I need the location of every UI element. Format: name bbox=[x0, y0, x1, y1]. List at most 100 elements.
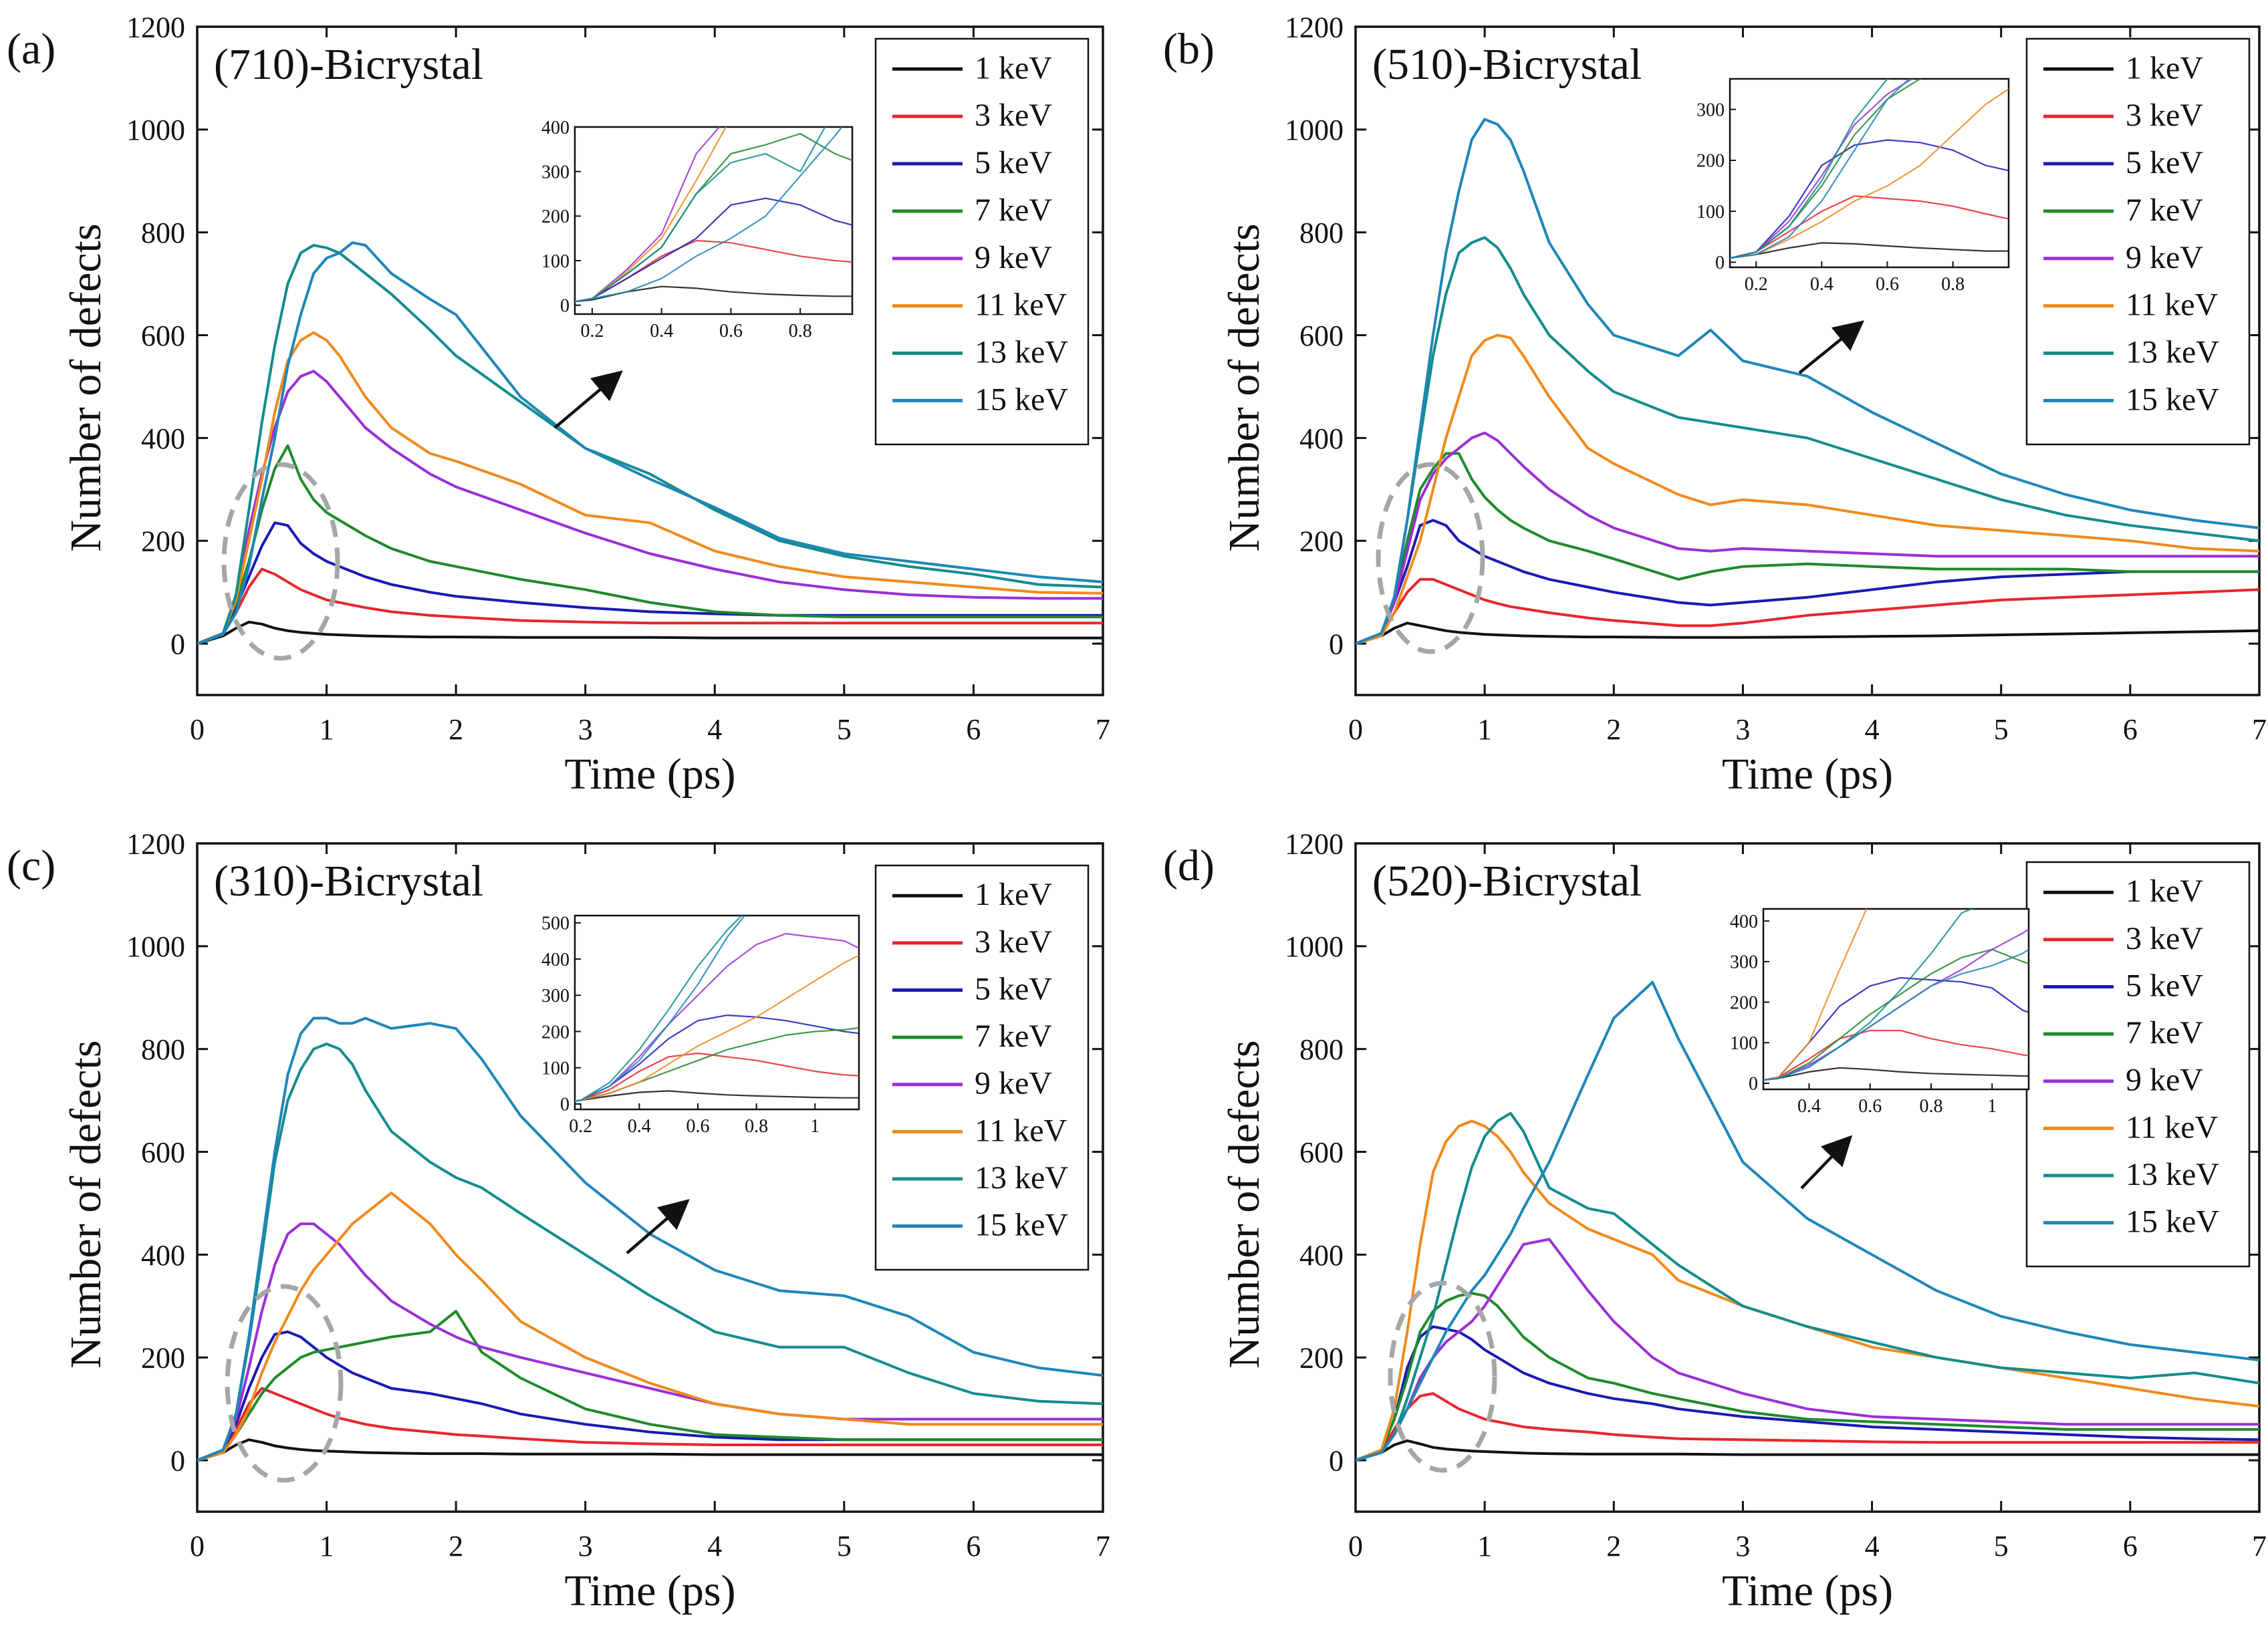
panel-d-inset-series-group bbox=[1763, 909, 2029, 1081]
panel-a-legend-box bbox=[874, 37, 1090, 446]
panel-a-legend-label: 15 keV bbox=[975, 382, 1068, 417]
panel-b-legend-label: 15 keV bbox=[2126, 382, 2219, 417]
panel-c-inset-y-tick-label: 300 bbox=[541, 986, 570, 1006]
panel-a-inset-y-tick-label: 400 bbox=[541, 118, 570, 138]
panel-b-inset-y-tick-label: 0 bbox=[1715, 253, 1725, 273]
panel-d-legend-label: 3 keV bbox=[2126, 921, 2203, 956]
panel-c-legend-label: 3 keV bbox=[975, 924, 1052, 960]
panel-d-legend-label: 7 keV bbox=[2126, 1015, 2203, 1051]
panel-c-x-tick-label: 5 bbox=[837, 1530, 852, 1562]
panel-c-inset-x-tick-label: 1 bbox=[810, 1116, 820, 1137]
panel-a-inset-frame bbox=[574, 126, 854, 315]
panel-a-inset-line-15-kev bbox=[575, 127, 843, 303]
panel-d-inset-line-11-kev bbox=[1763, 909, 1868, 1081]
panel-b-x-tick-label: 7 bbox=[2252, 713, 2267, 746]
panel-a-inset-x-tick-label: 0.6 bbox=[719, 321, 743, 342]
panel-a-inset-line-13-kev bbox=[575, 127, 826, 303]
panel-a-legend-label: 7 keV bbox=[975, 192, 1052, 228]
panel-c-line-13-kev bbox=[197, 1043, 1103, 1462]
panel-c-label: (c) bbox=[7, 841, 55, 890]
panel-d-legend-label: 9 keV bbox=[2126, 1063, 2203, 1098]
panel-a-ylabel: Number of defects bbox=[61, 223, 110, 551]
panel-b-line-13-kev bbox=[1356, 236, 2259, 645]
panel-b-y-tick-label: 0 bbox=[1329, 628, 1344, 660]
panel-c-inset-line-13-kev bbox=[575, 916, 743, 1102]
panel-c-inset-x-tick-label: 0.2 bbox=[569, 1116, 592, 1137]
panel-c-y-tick-label: 800 bbox=[141, 1033, 185, 1066]
panel-c-legend-label: 5 keV bbox=[975, 971, 1052, 1006]
panel-d-y-tick-label: 1000 bbox=[1285, 930, 1344, 963]
panel-c-legend-label: 9 keV bbox=[975, 1066, 1052, 1101]
panel-a-legend-label: 3 keV bbox=[975, 98, 1052, 133]
panel-d-x-tick-label: 4 bbox=[1865, 1530, 1880, 1562]
panel-c-line-15-kev bbox=[197, 1016, 1103, 1462]
panel-d-y-tick-label: 0 bbox=[1329, 1444, 1344, 1477]
panel-b-x-tick-label: 3 bbox=[1735, 713, 1750, 746]
panel-b-inset-series-group bbox=[1730, 79, 2009, 259]
panel-a-title: (710)-Bicrystal bbox=[214, 40, 483, 89]
panel-c-legend-label: 1 keV bbox=[975, 877, 1052, 912]
panel-a-inset-y-tick-label: 200 bbox=[541, 207, 570, 227]
panel-c-y-tick-label: 600 bbox=[141, 1136, 185, 1169]
panel-c-xlabel: Time (ps) bbox=[564, 1567, 735, 1615]
panel-a-line-15-kev bbox=[197, 241, 1103, 645]
panel-c-x-tick-label: 0 bbox=[190, 1530, 205, 1562]
panel-d-legend-box bbox=[2025, 861, 2251, 1268]
panel-c-inset-y-tick-label: 400 bbox=[541, 950, 570, 970]
panel-c-line-1-kev bbox=[197, 1438, 1103, 1462]
panel-d-highlight-ellipse bbox=[1388, 1280, 1497, 1473]
panel-b-inset-line-3-kev bbox=[1730, 195, 2009, 259]
panel-b-y-tick-label: 1000 bbox=[1285, 114, 1344, 146]
panel-a-inset-line-9-kev bbox=[575, 127, 721, 303]
panel-a-legend-label: 11 keV bbox=[975, 287, 1067, 323]
panel-c-legend-label: 7 keV bbox=[975, 1018, 1052, 1054]
panel-d-legend-label: 15 keV bbox=[2126, 1204, 2219, 1240]
panel-a-x-tick-label: 0 bbox=[190, 713, 205, 746]
panel-b-y-tick-label: 400 bbox=[1299, 422, 1344, 455]
panel-c-inset-x-tick-label: 0.4 bbox=[628, 1116, 651, 1137]
panel-a-line-13-kev bbox=[197, 243, 1103, 645]
panel-d-inset-y-tick-label: 400 bbox=[1730, 912, 1758, 932]
panel-d-y-tick-label: 800 bbox=[1299, 1033, 1344, 1066]
panel-b-legend-label: 7 keV bbox=[2126, 192, 2203, 228]
panel-d-ylabel: Number of defects bbox=[1220, 1040, 1269, 1368]
panel-a-inset-y-tick-label: 300 bbox=[541, 162, 570, 182]
panel-b-legend-label: 13 keV bbox=[2126, 335, 2219, 370]
panel-c-y-tick-label: 200 bbox=[141, 1342, 185, 1375]
panel-c-highlight-ellipse bbox=[225, 1284, 344, 1483]
panel-d-label: (d) bbox=[1163, 841, 1215, 890]
panel-a-inset-line-5-kev bbox=[575, 197, 852, 303]
panel-b-line-5-kev bbox=[1356, 519, 2259, 645]
panel-b-inset-y-tick-label: 300 bbox=[1696, 100, 1725, 121]
panel-d-y-tick-label: 600 bbox=[1299, 1136, 1344, 1169]
panel-d-legend-label: 11 keV bbox=[2126, 1109, 2219, 1145]
panel-b-y-tick-label: 600 bbox=[1299, 319, 1344, 352]
panel-a-legend-label: 5 keV bbox=[975, 145, 1052, 180]
panel-c-inset-y-tick-label: 0 bbox=[560, 1095, 570, 1115]
panel-d-inset-x-tick-label: 0.4 bbox=[1797, 1096, 1821, 1117]
panel-c-x-tick-label: 3 bbox=[578, 1530, 593, 1562]
panel-a-inset-x-tick-label: 0.2 bbox=[580, 321, 604, 342]
panel-d-line-1-kev bbox=[1356, 1439, 2259, 1462]
panel-a-xlabel: Time (ps) bbox=[564, 750, 735, 799]
panel-d-legend-label: 5 keV bbox=[2126, 968, 2203, 1003]
panel-b-x-tick-label: 4 bbox=[1865, 713, 1880, 746]
panel-d-inset-line-7-kev bbox=[1763, 948, 2029, 1081]
panel-d-line-7-kev bbox=[1356, 1292, 2259, 1462]
panel-c-legend-label: 11 keV bbox=[975, 1113, 1067, 1148]
panel-b-inset-line-15-kev bbox=[1730, 79, 1910, 259]
panel-a-y-tick-label: 600 bbox=[141, 319, 185, 352]
panel-c-x-tick-label: 1 bbox=[320, 1530, 334, 1562]
panel-a-legend-label: 9 keV bbox=[975, 240, 1052, 275]
panel-b-x-tick-label: 0 bbox=[1348, 713, 1363, 746]
panel-b-x-tick-label: 5 bbox=[1994, 713, 2009, 746]
panel-a-x-tick-label: 6 bbox=[966, 713, 981, 746]
panel-c-line-7-kev bbox=[197, 1310, 1103, 1462]
panel-c-inset-line-15-kev bbox=[575, 916, 746, 1102]
panel-c-inset-arrow bbox=[626, 1199, 690, 1254]
panel-d-inset-y-tick-label: 0 bbox=[1749, 1074, 1758, 1095]
panel-b-series-group bbox=[1356, 118, 2259, 646]
